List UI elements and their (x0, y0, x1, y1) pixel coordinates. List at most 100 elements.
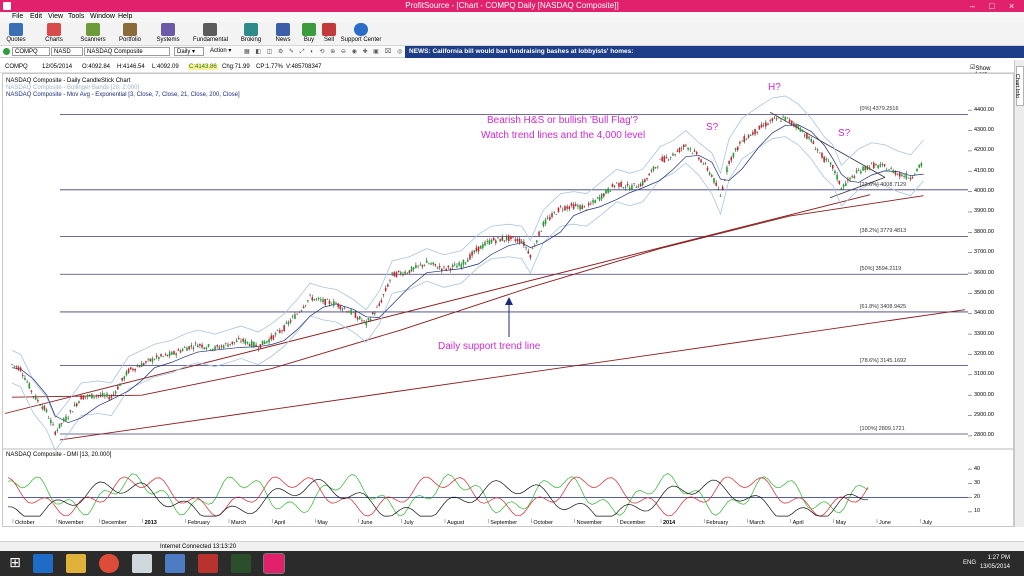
security-name-field[interactable]: NASDAQ Composite (84, 47, 170, 56)
y-tick-label: 3400.00 (974, 310, 994, 317)
candle-body (88, 394, 91, 396)
fundamental-button[interactable]: Fundamental (193, 23, 228, 43)
exchange-field[interactable]: NASD (51, 47, 83, 56)
app-icon-1[interactable] (165, 554, 185, 573)
close-icon[interactable]: × (1009, 1, 1015, 11)
candle-body (600, 193, 603, 199)
candle-body (695, 152, 698, 155)
symbol-input[interactable]: COMPQ (12, 47, 50, 56)
menu-file[interactable]: File (12, 13, 24, 20)
language-indicator[interactable]: ENG (963, 560, 977, 566)
dmi-y-tick-label: 10 (974, 508, 981, 515)
candle-body (276, 330, 279, 331)
candle-body (365, 321, 368, 326)
candle-body (41, 406, 44, 409)
candle-body (920, 163, 923, 167)
buy-button[interactable]: Buy (300, 23, 318, 43)
news-button[interactable]: News (272, 23, 294, 43)
candle-body (283, 325, 285, 332)
candle-body (315, 298, 318, 300)
x-axis-label: April (792, 520, 804, 526)
candle-body (93, 396, 95, 398)
candle-body (432, 262, 434, 265)
candle-body (495, 240, 497, 243)
period-select[interactable]: Daily ▾ (174, 47, 204, 56)
candle-body (179, 350, 182, 353)
menu-bar: File Edit View Tools Window Help (0, 12, 1024, 22)
candle-body (503, 240, 506, 241)
x-axis-label: February (706, 520, 729, 526)
candle-body (510, 235, 512, 240)
candle-body (523, 241, 525, 246)
news-ticker[interactable]: NEWS: California bill would ban fundrais… (405, 46, 1024, 58)
candle-body (281, 330, 283, 332)
candle-body (339, 305, 342, 310)
candle-body (823, 156, 825, 162)
scanners-button[interactable]: Scanners (80, 23, 106, 43)
clock[interactable]: 1:27 PM 13/05/2014 (979, 555, 1010, 570)
candle-body (702, 163, 704, 165)
candle-body (445, 268, 447, 271)
menu-help[interactable]: Help (118, 13, 133, 20)
menu-edit[interactable]: Edit (30, 13, 43, 20)
candle-body (894, 171, 897, 175)
support-center-button[interactable]: Support Center (340, 23, 382, 43)
candle-body (836, 174, 838, 180)
candle-body (244, 339, 247, 344)
action-menu[interactable]: Action ▾ (210, 48, 232, 54)
menu-view[interactable]: View (48, 13, 64, 20)
candle-body (397, 270, 400, 272)
fib-level-label: [50%] 3594.2119 (860, 266, 902, 273)
chrome-icon[interactable] (99, 554, 119, 573)
minimize-icon[interactable]: – (970, 1, 976, 11)
candle-body (95, 395, 98, 397)
broking-button[interactable]: Broking (239, 23, 263, 43)
menu-window[interactable]: Window (90, 13, 115, 20)
portfolio-button[interactable]: Portfolio (117, 23, 143, 43)
candle-body (911, 177, 914, 178)
app-icon-3[interactable] (231, 554, 251, 573)
candle-body (266, 341, 268, 343)
candle-body (298, 311, 301, 313)
x-axis-label: September (490, 520, 518, 526)
menu-tools[interactable]: Tools (68, 13, 85, 20)
systems-button[interactable]: Systems (155, 23, 181, 43)
sell-button[interactable]: Sell (320, 23, 338, 43)
profitsource-task-icon[interactable] (263, 553, 285, 574)
candle-body (568, 206, 571, 209)
x-axis-label: March (231, 520, 247, 526)
quotes-button[interactable]: Quotes (4, 23, 28, 43)
candle-body (706, 167, 709, 171)
candle-body (700, 159, 702, 163)
candle-body (851, 175, 854, 178)
candle-body (888, 169, 890, 171)
candle-body (73, 404, 76, 407)
candle-body (512, 236, 514, 238)
calculator-icon[interactable] (132, 554, 152, 573)
candle-body (810, 139, 812, 142)
ie-icon[interactable] (33, 554, 53, 573)
annotation-left-shoulder: S? (706, 122, 719, 133)
start-icon[interactable]: ⊞ (5, 554, 25, 573)
candle-body (140, 363, 143, 367)
candle-body (587, 203, 590, 206)
candle-body (47, 417, 50, 419)
candle-body (192, 347, 195, 349)
file-explorer-icon[interactable] (66, 554, 86, 573)
candle-body (732, 152, 735, 157)
candle-body (84, 396, 87, 398)
app-icon-2[interactable] (198, 554, 218, 573)
candle-body (108, 397, 110, 400)
charts-button[interactable]: Charts (42, 23, 66, 43)
candle-body (168, 352, 171, 356)
candle-body (458, 262, 460, 266)
candle-body (346, 311, 348, 313)
candle-body (724, 180, 726, 182)
candle-body (574, 204, 577, 206)
chart-tools-icons[interactable]: ▦ ◧ ◫ ⚙ ✎ ⤢ ◐ ⟲ ⊕ ⊖ ◉ ✚ ▣ ⌧ ◎ ◆ ⬚ ⬛ (244, 49, 440, 55)
maximize-icon[interactable]: □ (989, 1, 995, 11)
candle-body (698, 157, 700, 160)
candle-body (533, 245, 536, 247)
candle-body (678, 148, 681, 153)
